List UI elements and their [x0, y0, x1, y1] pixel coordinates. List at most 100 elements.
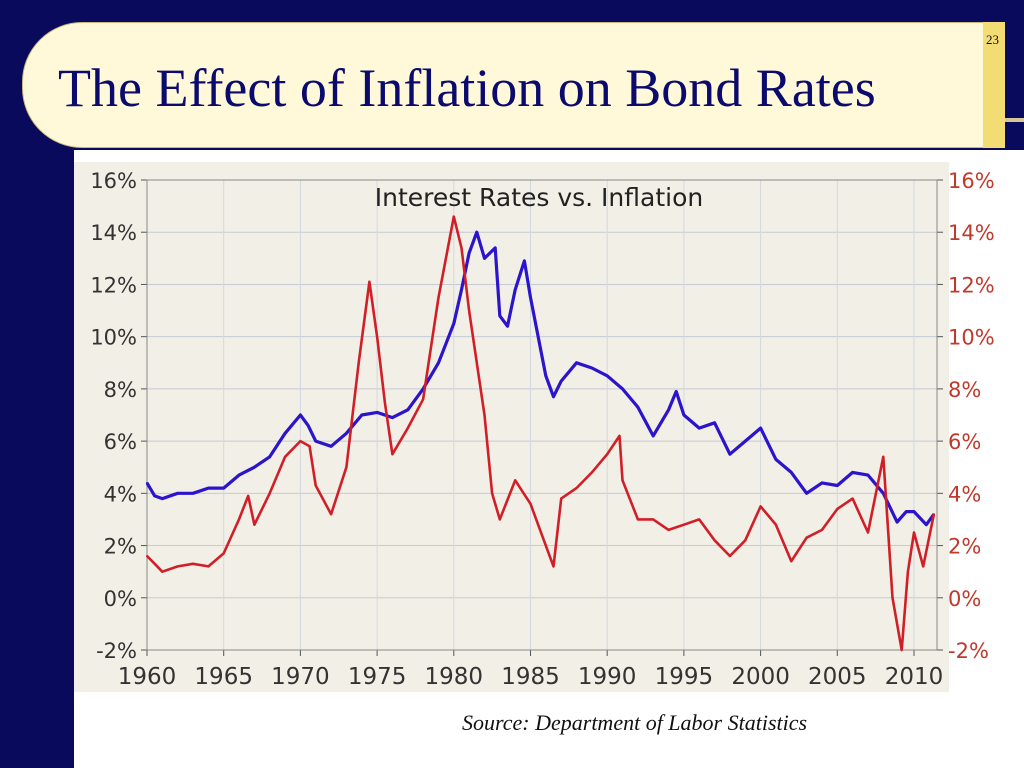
series-point	[744, 539, 747, 542]
series-point	[437, 361, 440, 364]
series-point	[618, 434, 621, 437]
label-layer: -2% -2% 0% 0% 2% 2% 4% 4% 6% 6% 8% 8% 10% 10% 12% 12% 14…	[90, 169, 994, 690]
series-point	[506, 325, 509, 328]
series-point	[667, 408, 670, 411]
interest-vs-inflation-chart: -2% -2% 0% 0% 2% 2% 4% 4% 6% 6% 8% 8% 10% 10% 12% 12% 14…	[74, 162, 995, 692]
series-point	[922, 565, 925, 568]
series-point	[514, 288, 517, 291]
series-point	[307, 424, 310, 427]
series-point	[468, 309, 471, 312]
series-point	[284, 455, 287, 458]
series-point	[345, 432, 348, 435]
series-point	[652, 518, 655, 521]
y-tick-label-left: 14%	[90, 221, 137, 245]
series-point	[253, 523, 256, 526]
x-tick-label: 1975	[348, 664, 407, 690]
plot-frame	[146, 179, 938, 651]
series-point	[153, 562, 156, 565]
series-point	[146, 481, 148, 484]
series-point	[544, 374, 547, 377]
series-point	[560, 380, 563, 383]
series-point	[606, 374, 609, 377]
series-line	[146, 215, 936, 652]
series-point	[460, 288, 463, 291]
series-point	[728, 453, 731, 456]
x-tick-label: 2000	[731, 664, 790, 690]
series-point	[460, 246, 463, 249]
series-point	[238, 474, 240, 477]
slide-number: 23	[986, 32, 999, 47]
series-point	[176, 565, 179, 568]
series-point	[896, 521, 899, 524]
y-tick-label-left: 0%	[104, 587, 137, 611]
title-banner	[22, 22, 1004, 148]
series-point	[544, 544, 547, 547]
series-point	[713, 539, 716, 542]
y-tick-label-right: 12%	[948, 273, 995, 297]
series-point	[682, 414, 685, 416]
series-point	[523, 259, 526, 262]
y-tick-label-right: 2%	[948, 535, 981, 559]
series-point	[494, 246, 497, 249]
series-point	[176, 492, 179, 495]
series-point	[491, 492, 494, 495]
x-tick-label: 1985	[501, 664, 560, 690]
series-point	[744, 440, 747, 443]
series-point	[529, 502, 532, 505]
x-tick-label: 2005	[808, 664, 867, 690]
series-point	[383, 400, 386, 403]
series-point	[153, 494, 156, 497]
y-tick-label-right: 0%	[948, 587, 981, 611]
series-point	[391, 416, 394, 419]
series-point	[468, 252, 471, 255]
series-point	[483, 414, 486, 416]
series-point	[299, 414, 302, 416]
series-point	[836, 508, 839, 510]
series-point	[475, 231, 478, 234]
chart-container: -2% -2% 0% 0% 2% 2% 4% 4% 6% 6% 8% 8% 10% 10% 12% 12% 14…	[74, 150, 1024, 700]
series-point	[867, 474, 869, 477]
series-point	[774, 523, 777, 526]
series-point	[483, 257, 486, 260]
series-point	[207, 565, 210, 568]
series-point	[805, 536, 808, 539]
series-point	[851, 471, 854, 474]
series-point	[867, 531, 869, 534]
series-point	[851, 497, 854, 500]
x-tick-label: 1990	[578, 664, 637, 690]
series-point	[667, 528, 670, 531]
series-point	[590, 471, 593, 474]
x-tick-label: 1995	[655, 664, 714, 690]
series-point	[636, 406, 639, 409]
series-point	[790, 471, 793, 474]
series-point	[790, 560, 793, 563]
series-layer	[145, 215, 936, 652]
series-point	[452, 322, 455, 325]
series-point	[498, 314, 501, 317]
series-point	[161, 570, 164, 573]
series-point	[913, 531, 915, 534]
x-tick-label: 2010	[885, 664, 944, 690]
series-point	[422, 398, 425, 401]
series-point	[146, 555, 148, 557]
series-point	[590, 367, 593, 369]
series-point	[284, 432, 287, 435]
y-tick-label-left: 12%	[90, 273, 137, 297]
series-point	[552, 565, 555, 568]
series-point	[925, 523, 928, 526]
series-point	[268, 455, 271, 458]
series-point	[905, 510, 908, 513]
series-point	[759, 427, 762, 430]
series-point	[675, 390, 678, 393]
series-point	[314, 484, 317, 487]
series-point	[560, 497, 563, 500]
series-point	[308, 445, 311, 448]
title-accent-tab	[983, 22, 1005, 148]
series-point	[698, 427, 701, 430]
x-tick-label: 1980	[425, 664, 484, 690]
series-point	[406, 408, 409, 411]
series-point	[621, 479, 624, 482]
series-point	[452, 215, 455, 218]
series-point	[821, 528, 823, 531]
series-point	[161, 497, 164, 500]
